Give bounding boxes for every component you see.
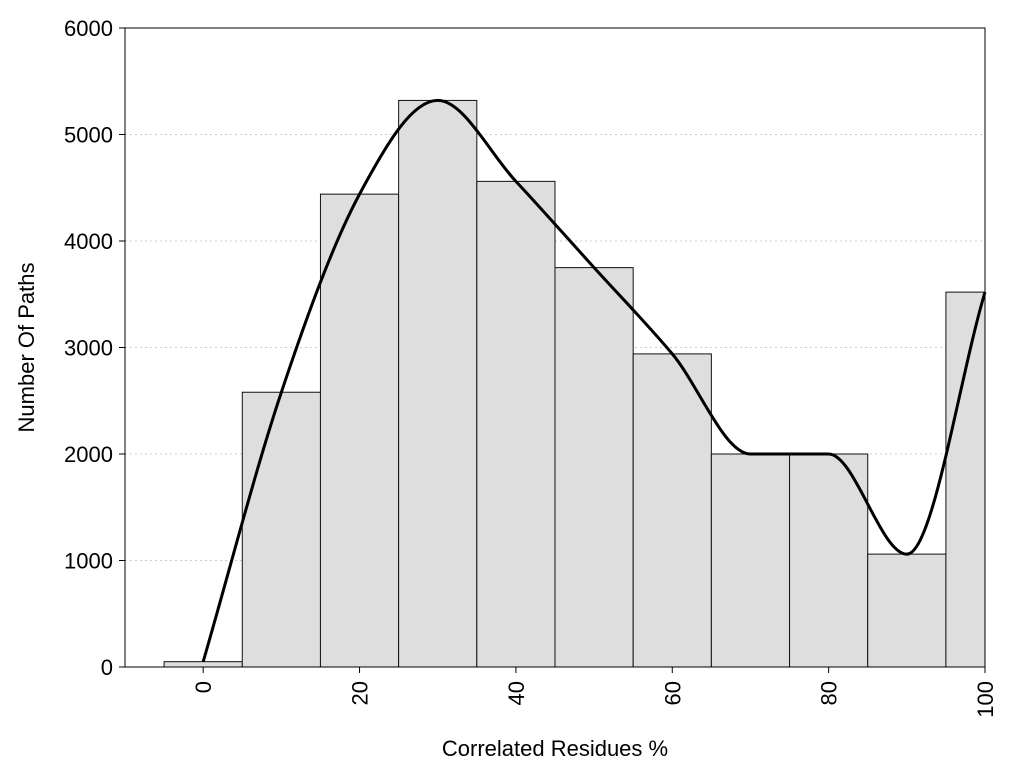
bar <box>241 391 321 668</box>
bar <box>632 353 712 668</box>
bars <box>163 99 986 668</box>
y-tick-label: 4000 <box>64 229 113 254</box>
x-axis-ticks: 0 20 40 60 80 100 <box>191 667 998 718</box>
x-axis-label: Correlated Residues % <box>442 736 668 761</box>
x-tick-label: 80 <box>817 681 842 705</box>
smooth-trend-curve <box>201 98 987 663</box>
bar <box>319 193 400 668</box>
y-axis-label: Number Of Paths <box>14 263 39 433</box>
bar <box>398 99 478 668</box>
bar <box>163 661 243 668</box>
bar <box>867 553 947 668</box>
bar <box>710 453 791 668</box>
x-tick-label: 0 <box>191 681 216 693</box>
y-axis-ticks: 0 1000 2000 3000 4000 5000 6000 <box>64 16 125 680</box>
y-tick-label: 1000 <box>64 549 113 574</box>
y-tick-label: 6000 <box>64 16 113 41</box>
x-tick-label: 100 <box>973 681 998 718</box>
bar <box>554 267 634 668</box>
y-tick-label: 3000 <box>64 336 113 361</box>
bar <box>789 453 869 668</box>
x-tick-label: 20 <box>348 681 373 705</box>
x-tick-label: 60 <box>660 681 685 705</box>
bar <box>945 291 986 668</box>
y-tick-label: 0 <box>101 655 113 680</box>
bar <box>476 180 556 668</box>
y-tick-label: 5000 <box>64 123 113 148</box>
x-tick-label: 40 <box>504 681 529 705</box>
y-tick-label: 2000 <box>64 442 113 467</box>
